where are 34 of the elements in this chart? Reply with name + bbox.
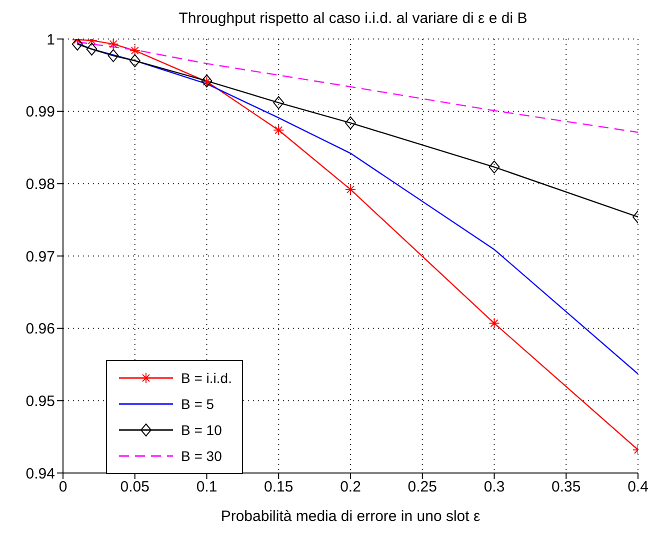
y-tick-label: 0.98: [26, 176, 55, 193]
chart-title: Throughput rispetto al caso i.i.d. al variare di ε e di B: [178, 10, 528, 27]
point: [72, 39, 83, 51]
point: [129, 45, 140, 56]
point: [488, 318, 500, 329]
y-tick-label: 0.97: [26, 248, 55, 266]
point: [488, 160, 500, 174]
x-tick-label: 0.4: [628, 478, 648, 496]
point: [273, 124, 284, 136]
x-tick-label: 0.1: [196, 478, 218, 496]
x-tick-label: 0.35: [552, 478, 581, 496]
point: [273, 96, 284, 110]
point: [108, 49, 119, 62]
y-tick-label: 1: [46, 31, 55, 48]
x-tick-label: 0.05: [120, 478, 150, 496]
y-tick-label: 0.99: [26, 104, 55, 121]
point: [345, 116, 356, 130]
legend-label: B = 30: [181, 448, 222, 464]
x-tick-label: 0.3: [484, 478, 505, 496]
point: [86, 42, 98, 56]
point: [129, 54, 140, 68]
y-tick-label: 0.95: [26, 392, 55, 410]
legend-label: B = 5: [181, 396, 214, 412]
y-tick-label: 0.94: [26, 465, 55, 482]
point: [345, 184, 356, 195]
x-tick-label: 0: [58, 478, 68, 496]
x-axis-title: Probabilità media di errore in uno slot ε: [220, 508, 480, 525]
point: [108, 39, 119, 50]
legend-label: B = i.i.d.: [181, 370, 232, 386]
x-tick-label: 0.2: [340, 478, 361, 496]
x-tick-label: 0.25: [408, 478, 437, 496]
x-tick-label: 0.15: [264, 478, 294, 496]
y-tick-label: 0.96: [26, 320, 55, 338]
legend-label: B = 10: [181, 422, 222, 438]
